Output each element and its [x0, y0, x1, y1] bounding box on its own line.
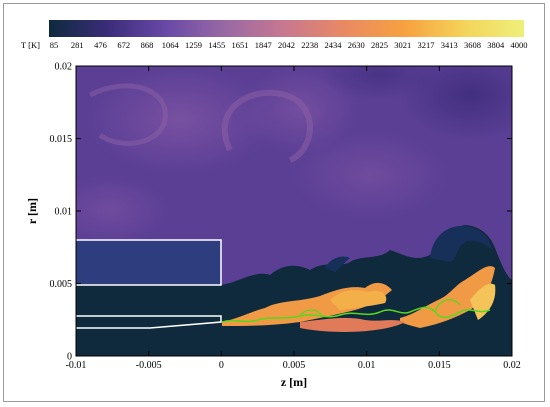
colorbar-tick-label: 1064: [162, 40, 180, 50]
colorbar-tick-label: 1259: [185, 40, 202, 50]
colorbar-tick-label: 3413: [441, 40, 458, 50]
colorbar-tick-label: 2238: [301, 40, 318, 50]
y-tick-label: 0.01: [55, 207, 73, 218]
hot-flame-region: [300, 317, 405, 332]
x-tick-label: 0.015: [428, 360, 451, 371]
y-tick-label: 0: [67, 352, 72, 363]
colorbar-label: T [K]: [21, 40, 40, 50]
y-axis: 0 0.005 0.01 0.015 0.02: [50, 62, 512, 363]
colorbar-tick-label: 3217: [418, 40, 435, 50]
colorbar-tick-label: 3021: [394, 40, 411, 50]
x-tick-label: 0: [219, 360, 224, 371]
hot-flame-region: [330, 290, 387, 310]
cold-vortex: [325, 256, 350, 272]
x-tick-label: -0.005: [136, 360, 162, 371]
colorbar-tick-label: 4000: [511, 40, 528, 50]
colorbar-tick-label: 85: [50, 40, 59, 50]
x-axis-title: z [m]: [281, 375, 307, 389]
hot-flame-region: [400, 266, 495, 328]
colorbar-tick-label: 2434: [325, 40, 343, 50]
y-axis-title: r [m]: [25, 198, 39, 224]
eddy-swirl: [88, 83, 168, 146]
colorbar-tick-label: 476: [94, 40, 107, 50]
flame-contour: [299, 298, 461, 317]
y-tick-label: 0.015: [50, 134, 73, 145]
colorbar-tick-label: 1651: [232, 40, 249, 50]
x-tick-label: 0.005: [283, 360, 306, 371]
y-tick-label: 0.005: [50, 279, 73, 290]
injector-outline: [76, 315, 222, 329]
figure-frame: [3, 3, 545, 402]
eddy: [290, 130, 450, 220]
colorbar-tick-label: 3608: [464, 40, 481, 50]
y-tick-label: 0.02: [55, 62, 73, 73]
flame-contour: [221, 306, 491, 323]
x-tick-label: 0.01: [358, 360, 376, 371]
colorbar: [49, 20, 524, 37]
x-tick-label: 0.02: [503, 360, 521, 371]
x-axis: -0.01 -0.005 0 0.005 0.01 0.015 0.02: [66, 66, 521, 371]
temperature-field: [76, 66, 512, 356]
colorbar-tick-labels: 85 281 476 672 868 1064 1259 1455 1651 1847 2042 22…: [50, 40, 528, 50]
colorbar-tick-label: 3804: [487, 40, 505, 50]
dark-region: [320, 66, 440, 100]
colorbar-tick-label: 1847: [255, 40, 272, 50]
colorbar-tick-label: 281: [71, 40, 84, 50]
cold-stream-outer: [76, 240, 221, 285]
cold-vortex: [430, 226, 492, 262]
colorbar-tick-label: 672: [117, 40, 130, 50]
colorbar-tick-label: 2630: [348, 40, 365, 50]
eddy: [76, 175, 170, 245]
colorbar-tick-label: 2042: [278, 40, 295, 50]
eddy-swirl: [221, 89, 313, 163]
dark-region: [400, 66, 512, 140]
colorbar-tick-label: 868: [141, 40, 154, 50]
injector-outline: [76, 239, 222, 286]
colorbar-tick-label: 1455: [208, 40, 225, 50]
x-tick-label: -0.01: [66, 360, 87, 371]
colorbar-tick-label: 2825: [371, 40, 388, 50]
